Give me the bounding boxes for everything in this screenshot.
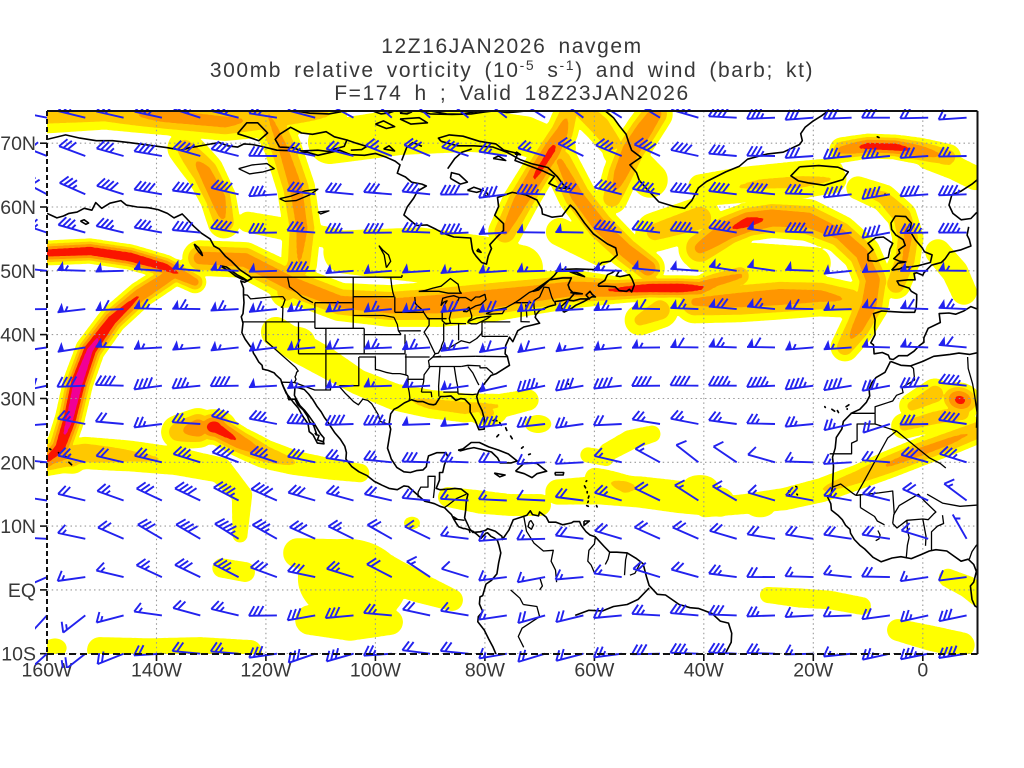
svg-text:40N: 40N — [0, 325, 36, 347]
svg-text:40W: 40W — [684, 660, 725, 682]
svg-text:70N: 70N — [0, 133, 36, 155]
svg-text:300mb relative vorticity (10-5: 300mb relative vorticity (10-5 s-1) and … — [210, 57, 814, 82]
svg-text:50N: 50N — [0, 261, 36, 283]
svg-text:10N: 10N — [0, 516, 36, 538]
svg-text:160W: 160W — [22, 660, 74, 682]
svg-text:60W: 60W — [574, 660, 615, 682]
svg-text:100W: 100W — [350, 660, 402, 682]
svg-text:20W: 20W — [793, 660, 834, 682]
svg-text:120W: 120W — [240, 660, 292, 682]
svg-text:60N: 60N — [0, 197, 36, 219]
svg-text:F=174 h ; Valid 18Z23JAN2026: F=174 h ; Valid 18Z23JAN2026 — [334, 82, 690, 105]
svg-text:20N: 20N — [0, 452, 36, 474]
svg-text:0: 0 — [917, 660, 928, 682]
svg-text:EQ: EQ — [8, 580, 36, 602]
svg-text:12Z16JAN2026 navgem: 12Z16JAN2026 navgem — [381, 35, 643, 58]
svg-text:140W: 140W — [131, 660, 183, 682]
svg-text:30N: 30N — [0, 389, 36, 411]
svg-text:80W: 80W — [465, 660, 506, 682]
svg-text:10S: 10S — [1, 644, 36, 666]
